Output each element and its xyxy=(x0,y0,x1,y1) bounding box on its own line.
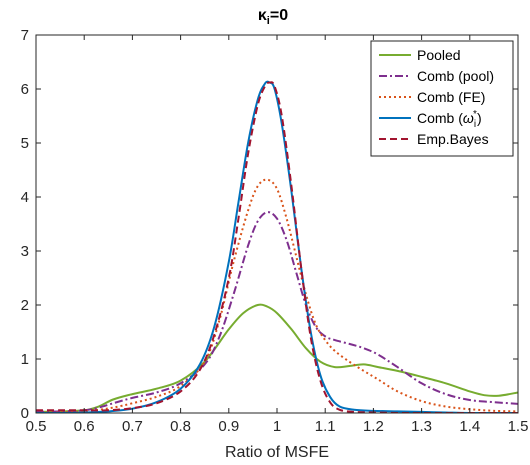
y-tick-label: 0 xyxy=(21,405,29,422)
x-tick-label: 0.9 xyxy=(218,418,239,435)
y-tick-label: 2 xyxy=(21,297,29,314)
x-tick-label: 0.6 xyxy=(74,418,95,435)
x-tick-label: 1.3 xyxy=(411,418,432,435)
x-tick-label: 0.5 xyxy=(26,418,47,435)
axes-layer: 0.5 0.6 0.7 0.8 0.9 1 1.1 1.2 1.3 1.4 1.5 0 1 2 3 4 5 6 7 xyxy=(21,27,529,435)
y-tick-label: 4 xyxy=(21,189,29,206)
x-axis-label: Ratio of MSFE xyxy=(225,444,329,461)
chart-title-rest: =0 xyxy=(270,7,288,24)
legend-box xyxy=(370,40,514,157)
series-line-1 xyxy=(36,303,518,413)
x-tick-label: 1.5 xyxy=(508,418,529,435)
x-tick-label: 0.7 xyxy=(122,418,143,435)
legend-label: Comb (FE) xyxy=(417,89,485,105)
chart-title: κi=0 xyxy=(258,7,288,27)
x-tick-label: 1.1 xyxy=(315,418,336,435)
x-tick-label: 1 xyxy=(273,418,281,435)
series-line-3 xyxy=(36,178,518,413)
y-tick-label: 7 xyxy=(21,27,29,44)
legend-label: Pooled xyxy=(417,47,461,63)
x-tick-label: 1.2 xyxy=(363,418,384,435)
y-tick-label: 1 xyxy=(21,351,29,368)
chart-title-main: κ xyxy=(258,7,267,24)
legend-label: Emp.Bayes xyxy=(417,131,489,147)
x-tick-label: 1.4 xyxy=(459,418,480,435)
x-tick-label: 0.8 xyxy=(170,418,191,435)
y-tick-label: 6 xyxy=(21,81,29,98)
legend: Pooled Comb (pool) Comb (FE) Comb (ωi*)Emp.… xyxy=(370,40,514,157)
chart-title-sub: i xyxy=(267,15,270,27)
y-tick-label: 3 xyxy=(21,243,29,260)
legend-label: Comb (pool) xyxy=(417,68,494,84)
series-line-2 xyxy=(36,211,518,413)
legend-label: Comb (ωi*) xyxy=(417,109,482,130)
y-tick-label: 5 xyxy=(21,135,29,152)
